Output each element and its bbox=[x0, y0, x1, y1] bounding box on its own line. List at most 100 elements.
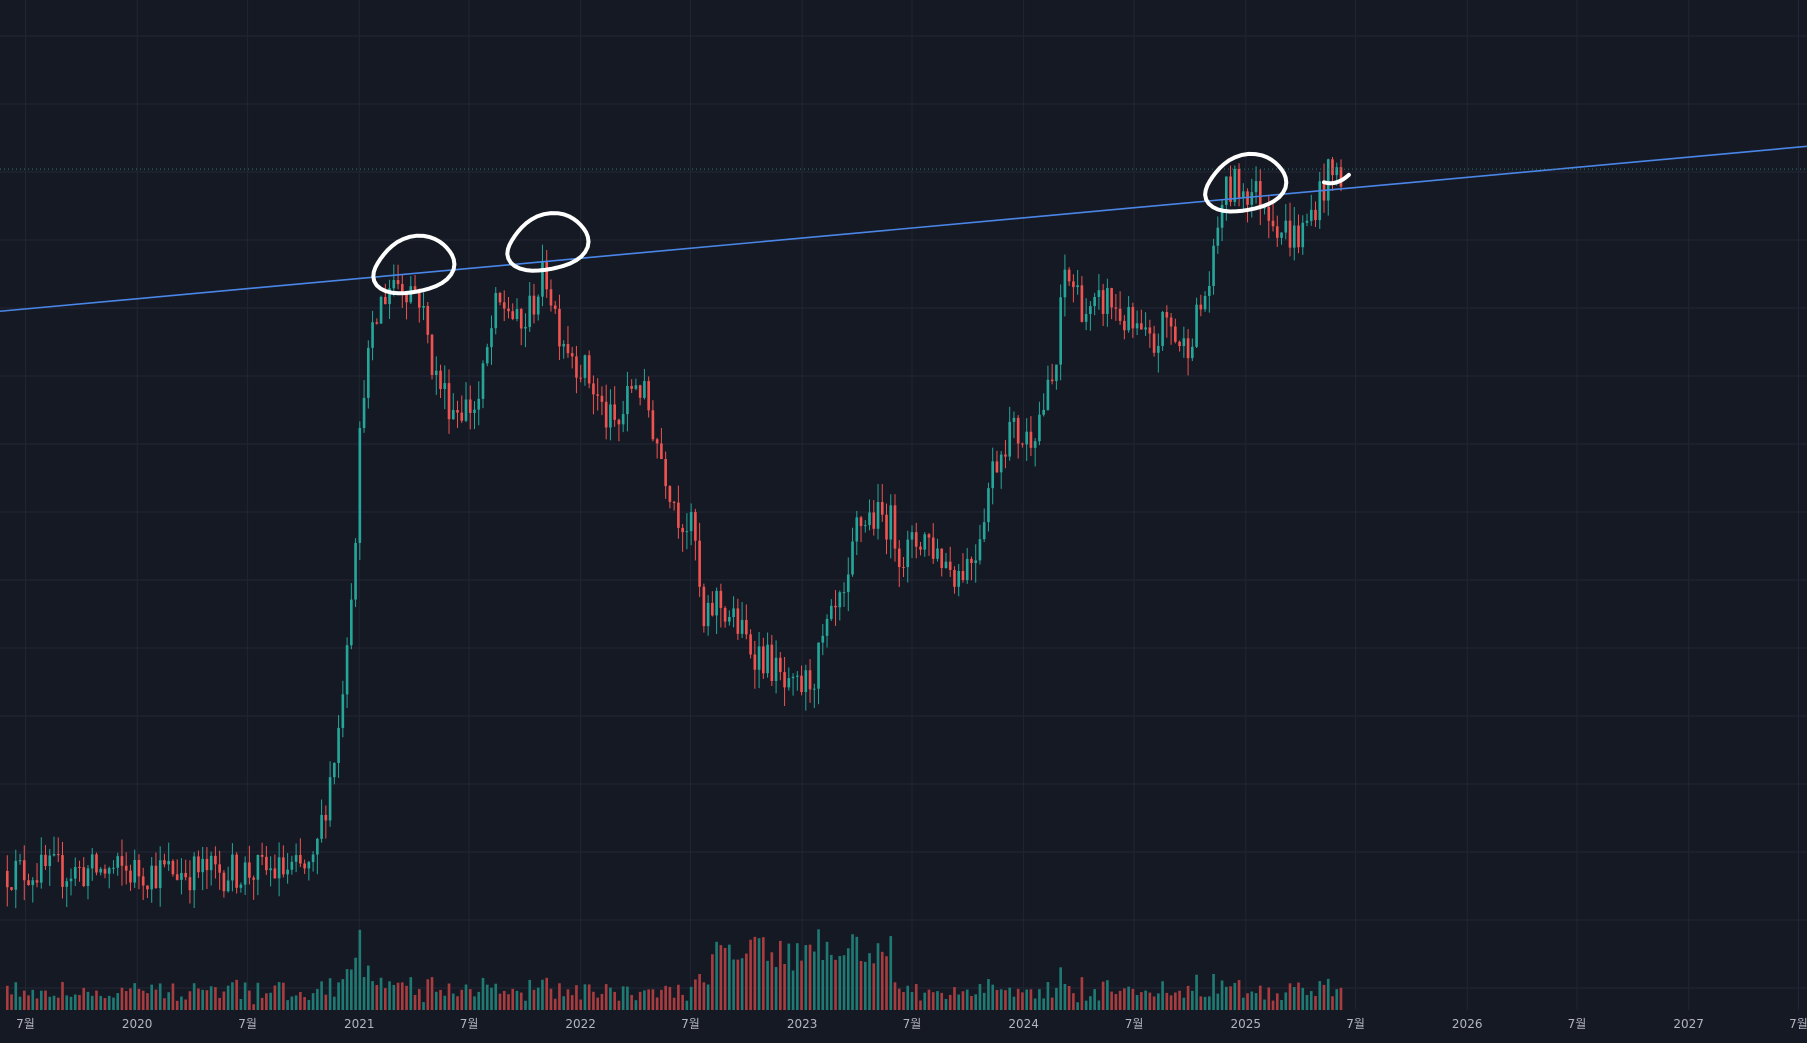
candle-body bbox=[1182, 338, 1186, 347]
volume-bar bbox=[987, 979, 990, 1010]
candle-body bbox=[562, 344, 566, 347]
volume-bar bbox=[1004, 990, 1007, 1010]
candle-body bbox=[664, 459, 667, 487]
volume-bar bbox=[273, 985, 277, 1010]
candle-body bbox=[1131, 306, 1135, 329]
candle-body bbox=[863, 525, 867, 527]
volume-bar bbox=[328, 978, 332, 1010]
volume-bar bbox=[430, 977, 434, 1010]
candle-body bbox=[141, 876, 145, 886]
candle-body bbox=[107, 868, 111, 874]
volume-bar bbox=[1275, 993, 1279, 1010]
volume-bar bbox=[524, 1000, 527, 1010]
volume-bar bbox=[239, 998, 243, 1010]
volume-bar bbox=[494, 983, 498, 1010]
candle-body bbox=[681, 527, 684, 533]
time-axis[interactable]: 7월 2020 7월 2021 7월 2022 7월 2023 7월 2024 7월 2025 7월 20… bbox=[16, 1017, 1807, 1031]
candle-body bbox=[324, 814, 328, 821]
volume-bar bbox=[617, 1000, 621, 1010]
volume-bar bbox=[413, 994, 417, 1010]
volume-bar bbox=[209, 986, 213, 1010]
volume-bar bbox=[1055, 987, 1058, 1010]
candle-body bbox=[651, 410, 655, 440]
volume-bar bbox=[502, 990, 506, 1010]
volume-bar bbox=[405, 985, 408, 1010]
volume-bar bbox=[995, 989, 999, 1010]
candle-body bbox=[171, 860, 175, 875]
volume-bar bbox=[490, 987, 493, 1010]
candle-body bbox=[524, 326, 527, 329]
candle-body bbox=[269, 868, 272, 871]
candle-body bbox=[1275, 226, 1279, 238]
time-axis-label: 7월 bbox=[903, 1017, 922, 1031]
candle-body bbox=[95, 854, 98, 873]
candle-body bbox=[944, 561, 948, 569]
candle-body bbox=[736, 608, 740, 634]
volume-bar bbox=[1220, 980, 1224, 1010]
volume-bar bbox=[863, 961, 867, 1010]
candle-body bbox=[392, 280, 396, 289]
volume-bar bbox=[388, 981, 391, 1010]
volume-bar bbox=[609, 987, 612, 1010]
candle-body bbox=[260, 855, 264, 857]
candle-body bbox=[1033, 441, 1037, 448]
candle-body bbox=[316, 838, 319, 855]
candle-body bbox=[817, 642, 820, 689]
volume-bar bbox=[1123, 988, 1126, 1010]
candle-body bbox=[1127, 306, 1130, 331]
candle-body bbox=[1072, 281, 1075, 288]
volume-bar bbox=[103, 998, 107, 1010]
candle-body bbox=[821, 635, 825, 643]
candle-body bbox=[728, 616, 731, 622]
volume-bar bbox=[1271, 1000, 1275, 1010]
candle-body bbox=[239, 884, 243, 888]
candle-body bbox=[82, 867, 86, 886]
volume-bar bbox=[163, 998, 166, 1010]
volume-bar bbox=[1072, 993, 1075, 1010]
candle-body bbox=[1148, 327, 1152, 334]
volume-bar bbox=[252, 1004, 255, 1010]
candle-body bbox=[52, 854, 56, 856]
volume-bar bbox=[779, 940, 782, 1010]
candle-body bbox=[566, 344, 570, 354]
candle-body bbox=[596, 394, 599, 396]
candle-body bbox=[18, 860, 22, 862]
candle-body bbox=[1169, 317, 1173, 327]
time-axis-label: 2026 bbox=[1452, 1017, 1483, 1031]
volume-bar bbox=[948, 994, 952, 1010]
candle-body bbox=[256, 855, 260, 880]
candle-body bbox=[770, 644, 774, 681]
volume-bar bbox=[791, 970, 795, 1010]
volume-bar bbox=[566, 989, 570, 1010]
volume-bar bbox=[1339, 987, 1343, 1010]
volume-bar bbox=[99, 995, 103, 1010]
candle-body bbox=[201, 858, 204, 873]
candle-body bbox=[587, 355, 591, 384]
volume-bar bbox=[1326, 978, 1330, 1010]
volume-bar bbox=[1135, 995, 1139, 1010]
volume-bar bbox=[1046, 982, 1050, 1010]
volume-bar bbox=[82, 987, 86, 1010]
candle-body bbox=[1254, 181, 1258, 193]
volume-bar bbox=[575, 985, 578, 1010]
volume-bar bbox=[723, 947, 727, 1010]
candle-body bbox=[1140, 323, 1143, 330]
candle-body bbox=[970, 558, 973, 564]
volume-bar bbox=[1305, 994, 1309, 1010]
candle-body bbox=[1067, 269, 1071, 282]
volume-bar bbox=[137, 988, 141, 1010]
candle-body bbox=[1314, 209, 1317, 221]
candle-body bbox=[1080, 285, 1084, 322]
candle-body bbox=[719, 590, 723, 608]
candle-body bbox=[1292, 225, 1296, 248]
volume-bar bbox=[1174, 992, 1177, 1010]
volume-bar bbox=[1199, 996, 1203, 1010]
volume-bar bbox=[1195, 974, 1198, 1010]
candle-body bbox=[889, 505, 893, 540]
volume-bar bbox=[859, 960, 863, 1010]
volume-bar bbox=[337, 982, 340, 1010]
candle-body bbox=[112, 867, 115, 869]
candle-body bbox=[1195, 304, 1198, 347]
